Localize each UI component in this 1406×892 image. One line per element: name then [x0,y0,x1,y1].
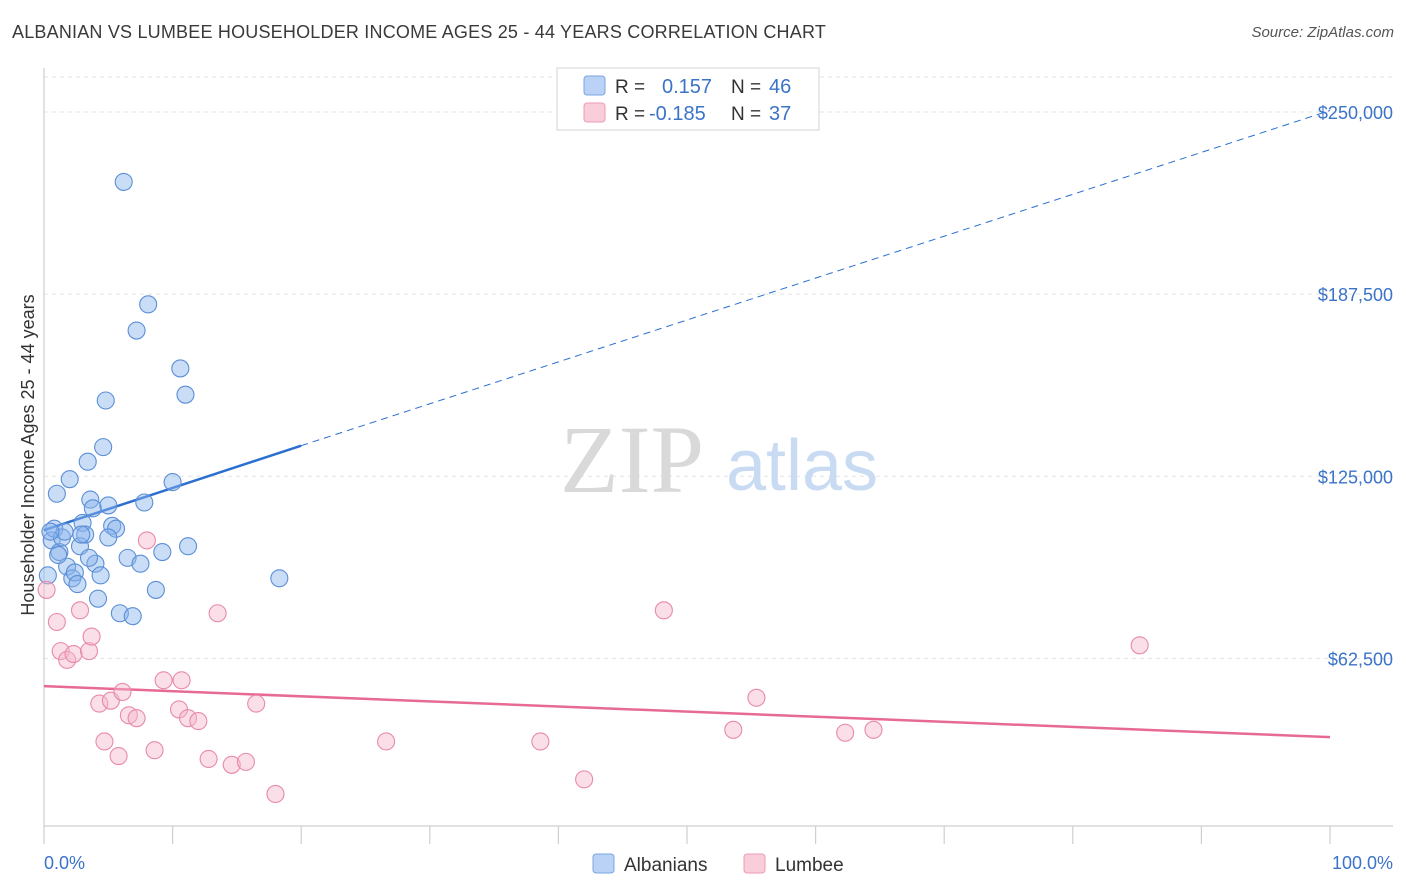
trend-albanians-projection [301,110,1331,447]
point-albanians-37 [171,359,190,378]
y-tick-label-0: $62,500 [1328,649,1393,669]
point-albanians-0 [38,566,57,585]
point-lumbee-11 [109,747,128,766]
watermark-zip: ZIP [560,406,704,513]
legend-swatch-albanians [583,75,606,96]
point-albanians-11 [68,575,87,594]
y-tick-labels: $62,500 $125,000 $187,500 $250,000 [1318,103,1393,669]
point-albanians-32 [135,493,154,512]
point-lumbee-4 [64,645,83,664]
point-lumbee-22 [199,749,218,769]
point-albanians-14 [76,525,95,544]
point-lumbee-32 [724,720,743,739]
point-albanians-19 [88,589,108,608]
point-lumbee-28 [377,732,396,751]
point-lumbee-15 [145,741,164,760]
point-albanians-21 [94,438,113,457]
bottom-legend-swatch-albanians [592,853,615,874]
chart-title: ALBANIAN VS LUMBEE HOUSEHOLDER INCOME AG… [12,22,827,42]
point-lumbee-25 [236,752,255,771]
legend-r-value-1: 0.157 [662,76,712,98]
watermark-atlas: atlas [726,426,878,506]
point-albanians-23 [99,496,118,515]
point-albanians-41 [72,525,91,544]
point-albanians-31 [131,554,150,573]
point-lumbee-6 [79,642,99,661]
bottom-legend: Albanians Lumbee [592,853,844,876]
bottom-legend-swatch-lumbee [743,853,766,874]
point-lumbee-7 [82,627,101,646]
point-albanians-34 [146,580,165,599]
y-tick-label-1: $125,000 [1318,467,1393,487]
legend-n-value-1: 46 [769,76,791,98]
stats-legend: R = 0.157 N = 46 R = -0.185 N = 37 [556,67,820,131]
y-tick-label-2: $187,500 [1318,285,1393,305]
point-lumbee-33 [747,688,766,707]
point-albanians-10 [65,563,84,582]
point-albanians-30 [127,321,146,340]
point-albanians-44 [99,528,118,547]
legend-swatch-lumbee [583,102,606,123]
point-lumbee-9 [95,732,114,751]
x-tick-left: 0.0% [44,853,85,873]
point-lumbee-26 [247,694,266,713]
point-albanians-39 [178,537,198,556]
watermark: ZIP atlas [560,406,878,513]
point-lumbee-16 [137,531,156,550]
point-albanians-29 [123,607,142,626]
point-albanians-22 [96,391,115,410]
point-albanians-42 [49,545,68,565]
point-albanians-33 [139,295,158,314]
point-lumbee-14 [127,709,146,728]
legend-n-label-2: N = [731,104,761,125]
trend-lumbee [43,684,1331,739]
point-lumbee-23 [208,604,227,623]
point-lumbee-1 [47,612,66,632]
point-lumbee-30 [575,770,594,789]
point-lumbee-5 [70,601,90,620]
point-albanians-3 [47,484,66,503]
x-tick-right: 100.0% [1332,853,1393,873]
chart-source: Source: ZipAtlas.com [1251,24,1394,41]
point-albanians-38 [176,385,195,404]
y-tick-label-3: $250,000 [1318,103,1393,123]
point-lumbee-36 [1130,636,1149,655]
point-lumbee-24 [222,755,241,774]
point-albanians-15 [78,452,97,471]
legend-r-label-2: R = [615,104,645,125]
point-lumbee-17 [154,671,173,690]
point-lumbee-8 [90,694,109,713]
point-albanians-20 [91,566,110,585]
point-albanians-45 [79,548,99,567]
gridlines [44,76,1393,659]
bottom-legend-albanians: Albanians [624,855,707,876]
legend-n-label-1: N = [731,77,761,98]
point-lumbee-19 [172,671,191,690]
legend-n-value-2: 37 [769,103,791,125]
legend-r-label-1: R = [615,77,645,98]
point-lumbee-34 [836,723,855,742]
point-lumbee-31 [654,601,673,620]
point-albanians-27 [114,172,133,191]
legend-r-value-2: -0.185 [649,103,706,125]
point-albanians-35 [153,542,172,562]
point-albanians-8 [60,470,79,489]
point-lumbee-12 [113,682,132,701]
point-albanians-40 [270,569,289,588]
point-lumbee-20 [178,709,198,728]
y-axis-label: Householder Income Ages 25 - 44 years [18,294,38,615]
point-albanians-36 [163,473,182,492]
point-albanians-17 [83,499,102,518]
point-lumbee-21 [189,712,208,731]
point-lumbee-29 [531,732,550,751]
data-points [37,172,1149,803]
point-lumbee-27 [266,784,285,803]
point-albanians-43 [41,522,60,541]
point-lumbee-0 [37,580,56,599]
point-albanians-4 [50,542,69,562]
bottom-legend-lumbee: Lumbee [775,855,844,876]
axes [43,68,1393,844]
point-lumbee-35 [864,720,883,739]
